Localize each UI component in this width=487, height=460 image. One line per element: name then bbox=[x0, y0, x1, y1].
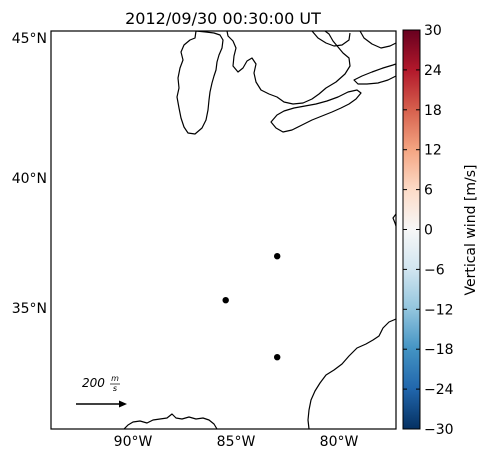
reference-vector-unit-denominator: s bbox=[113, 384, 117, 393]
colorbar-tick-label: 18 bbox=[424, 103, 442, 119]
reference-vector: 200 m s bbox=[76, 374, 127, 408]
map-title: 2012/09/30 00:30:00 UT bbox=[125, 9, 321, 28]
colorbar-tick-label: 0 bbox=[424, 223, 433, 239]
station-marker-1 bbox=[274, 253, 281, 260]
georgian-bay-shoreline bbox=[311, 31, 351, 47]
lon-tick-85: 85°W bbox=[217, 434, 256, 450]
colorbar-label: Vertical wind [m/s] bbox=[463, 165, 479, 296]
colorbar: 30 24 18 12 6 0 −6 −12 −18 −24 −30 Vertical wind [… bbox=[402, 23, 479, 438]
lon-tick-80: 80°W bbox=[320, 434, 359, 450]
colorbar-tick-label: 24 bbox=[424, 63, 442, 79]
lon-tick-90: 90°W bbox=[114, 434, 153, 450]
station-markers bbox=[222, 253, 281, 361]
colorbar-tick-label: −24 bbox=[424, 382, 454, 398]
colorbar-tick-label: −18 bbox=[424, 342, 454, 358]
lat-tick-45: 45°N bbox=[12, 31, 47, 47]
station-marker-3 bbox=[274, 354, 281, 361]
lat-tick-40: 40°N bbox=[12, 171, 47, 187]
reference-vector-value: 200 bbox=[82, 376, 105, 390]
colorbar-ticks: 30 24 18 12 6 0 −6 −12 −18 −24 −30 bbox=[403, 23, 454, 438]
lake-huron-shoreline bbox=[226, 31, 351, 105]
north-shore bbox=[359, 31, 396, 49]
lake-michigan-shoreline bbox=[176, 31, 224, 135]
reference-vector-unit-numerator: m bbox=[111, 374, 119, 383]
gulf-coast bbox=[123, 413, 218, 429]
colorbar-tick-label: −30 bbox=[424, 422, 454, 438]
lat-tick-35: 35°N bbox=[12, 301, 47, 317]
colorbar-tick-label: −12 bbox=[424, 302, 454, 318]
station-marker-2 bbox=[222, 297, 229, 304]
map-area bbox=[51, 31, 396, 429]
reference-arrow-head bbox=[119, 400, 127, 408]
lake-erie-shoreline bbox=[270, 89, 362, 133]
colorbar-tick-label: −6 bbox=[424, 262, 445, 278]
colorbar-tick-label: 30 bbox=[424, 23, 442, 39]
atlantic-coast-south bbox=[307, 318, 396, 429]
map-frame bbox=[50, 30, 397, 430]
colorbar-tick-label: 6 bbox=[424, 183, 433, 199]
colorbar-tick-label: 12 bbox=[424, 143, 442, 159]
lake-ontario-shoreline bbox=[353, 63, 396, 85]
coastlines bbox=[123, 31, 396, 429]
